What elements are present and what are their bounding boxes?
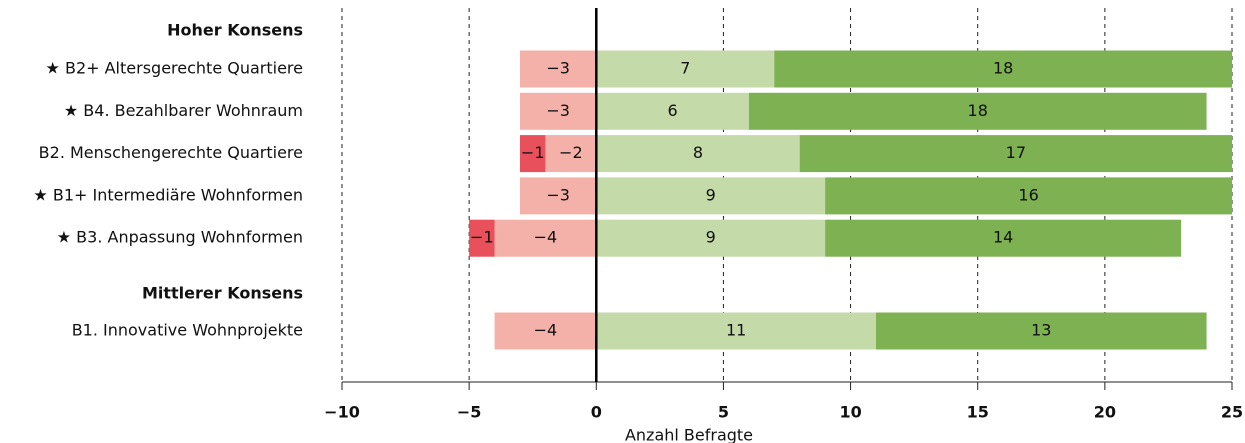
value-label: −3: [546, 59, 570, 78]
bar-segment: [596, 92, 749, 130]
x-tick-label: 0: [591, 403, 602, 422]
value-label: −1: [470, 228, 494, 247]
category-label: ★ B1+ Intermediäre Wohnformen: [33, 185, 303, 204]
bar-segment: [520, 50, 597, 88]
value-label: 18: [993, 59, 1013, 78]
bar-segment: [596, 50, 775, 88]
category-label: B2. Menschengerechte Quartiere: [39, 143, 303, 162]
value-label: −3: [546, 101, 570, 120]
value-label: 18: [968, 101, 988, 120]
category-label: B1. Innovative Wohnprojekte: [72, 321, 303, 340]
category-label: ★ B3. Anpassung Wohnformen: [57, 228, 303, 247]
bar-segment: [520, 177, 597, 215]
x-axis-label: Anzahl Befragte: [625, 426, 753, 443]
bar-segment: [825, 177, 1232, 215]
value-label: 9: [706, 228, 716, 247]
value-label: 6: [667, 101, 677, 120]
value-label: −3: [546, 185, 570, 204]
x-tick-label: −5: [457, 403, 482, 422]
value-label: −4: [534, 228, 558, 247]
value-label: 17: [1006, 143, 1026, 162]
value-label: −4: [534, 321, 558, 340]
value-label: 8: [693, 143, 703, 162]
value-label: −2: [559, 143, 583, 162]
value-label: 9: [706, 185, 716, 204]
value-label: 7: [680, 59, 690, 78]
x-tick-label: 15: [967, 403, 989, 422]
bar-segment: [520, 92, 597, 130]
category-label: ★ B2+ Altersgerechte Quartiere: [46, 59, 303, 78]
x-tick-label: 10: [839, 403, 861, 422]
bar-segment: [596, 177, 826, 215]
x-tick-label: 20: [1094, 403, 1116, 422]
x-tick-label: 5: [718, 403, 729, 422]
value-label: 16: [1018, 185, 1038, 204]
bar-segment: [596, 135, 800, 173]
bar-segment: [799, 135, 1232, 173]
bar-segment: [494, 312, 597, 350]
bar-segment: [494, 219, 597, 257]
value-label: 11: [726, 321, 746, 340]
value-label: 13: [1031, 321, 1051, 340]
bar-segment: [774, 50, 1232, 88]
value-label: −1: [521, 143, 545, 162]
x-tick-label: 25: [1221, 403, 1243, 422]
bar-segment: [825, 219, 1182, 257]
bar-segment: [520, 135, 546, 173]
category-label: ★ B4. Bezahlbarer Wohnraum: [64, 101, 303, 120]
group-title: Mittlerer Konsens: [142, 284, 303, 303]
group-title: Hoher Konsens: [167, 21, 303, 40]
x-tick-label: −10: [324, 403, 360, 422]
bar-segment: [469, 219, 495, 257]
value-label: 14: [993, 228, 1013, 247]
bar-segment: [596, 219, 826, 257]
bar-segment: [596, 312, 876, 350]
bar-segment: [545, 135, 597, 173]
bar-segment: [876, 312, 1207, 350]
bar-segment: [748, 92, 1207, 130]
